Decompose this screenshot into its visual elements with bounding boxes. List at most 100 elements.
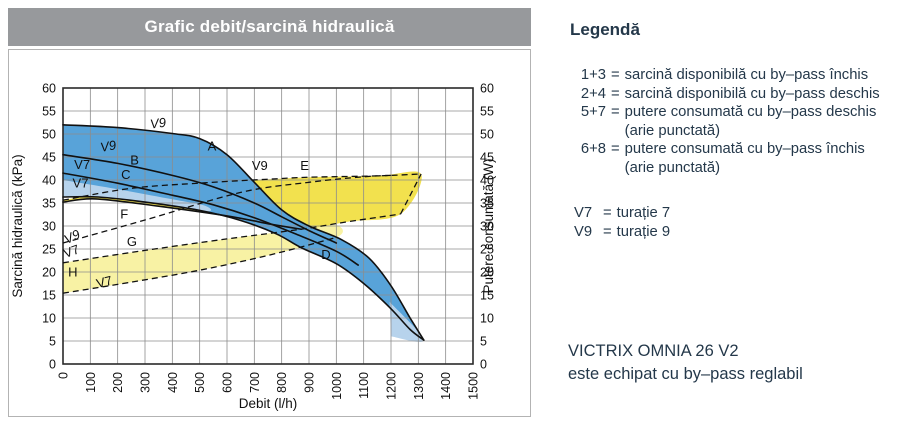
y-right-tick-15: 15 bbox=[480, 289, 494, 303]
x-tick-700: 700 bbox=[248, 372, 262, 393]
legend-item-5+7-text: putere consumată cu by–pass deschis (arie… bbox=[625, 103, 900, 140]
chart-panel: Grafic debit/sarcină hidraulică V9 A V9 V7 B… bbox=[8, 8, 531, 417]
curve-label-H: H bbox=[68, 265, 77, 280]
legend-item-6+8-key: 6+8 bbox=[580, 141, 606, 158]
curve-label-V7: V7 bbox=[61, 241, 81, 261]
legend-item-5+7-note: (arie punctată) bbox=[624, 122, 721, 139]
legend-item-6+8-eq: = bbox=[611, 141, 620, 158]
legend-item-1+3-text: sarcină disponibilă cu by–pass închis bbox=[624, 67, 869, 83]
y-right-tick-40: 40 bbox=[480, 174, 494, 188]
y-left-tick-35: 35 bbox=[42, 197, 56, 211]
curve-D-v7-bypass-deschis bbox=[62, 195, 425, 341]
x-tick-1000: 1000 bbox=[330, 372, 344, 400]
curve-label-B: B bbox=[130, 152, 139, 167]
curve-label-V7: V7 bbox=[74, 157, 90, 172]
y-right-tick-30: 30 bbox=[480, 220, 494, 234]
curve-A-v9-bypass-inchis bbox=[62, 124, 425, 341]
y-right-tick-20: 20 bbox=[480, 266, 494, 280]
curve-label-C: C bbox=[121, 167, 130, 182]
curve-label-V9: V9 bbox=[149, 115, 167, 132]
curve-label-G: G bbox=[127, 234, 137, 249]
legend-speed-V9: V9 = turație 9 bbox=[574, 223, 670, 242]
y-left-tick-0: 0 bbox=[49, 358, 56, 372]
power-curves bbox=[62, 173, 422, 294]
y-right-tick-45: 45 bbox=[480, 151, 494, 165]
curve-label-A: A bbox=[208, 139, 217, 154]
x-tick-500: 500 bbox=[193, 372, 207, 393]
curve-label-V7: V7 bbox=[95, 273, 114, 291]
legend-item-2+4-eq: = bbox=[611, 85, 620, 102]
legend-speed-V7-eq: = bbox=[603, 205, 612, 221]
power-area-top-left-edge bbox=[62, 198, 302, 230]
x-tick-1300: 1300 bbox=[412, 372, 426, 400]
legend-speed-V9-text: turație 9 bbox=[616, 223, 671, 240]
x-tick-1500: 1500 bbox=[467, 372, 481, 400]
curve-label-V9: V9 bbox=[99, 137, 117, 155]
power-area-right-edge bbox=[400, 173, 422, 215]
x-tick-1100: 1100 bbox=[357, 372, 371, 399]
legend-item-2+4-key: 2+4 bbox=[580, 85, 606, 102]
head-area-v7 bbox=[63, 180, 212, 212]
x-tick-0: 0 bbox=[57, 372, 71, 379]
y-left-tick-50: 50 bbox=[42, 128, 56, 142]
curve-label-E: E bbox=[300, 158, 309, 173]
curve-label-F: F bbox=[120, 207, 128, 222]
y-left-tick-55: 55 bbox=[42, 105, 56, 119]
power-curve-8 bbox=[62, 236, 337, 294]
legend-item-2+4: 2+4 = sarcină disponibilă cu by–pass desch… bbox=[570, 85, 900, 104]
x-tick-800: 800 bbox=[275, 372, 289, 393]
legend-speed-V7-key: V7 bbox=[574, 205, 593, 221]
plot-frame bbox=[62, 87, 474, 365]
x-tick-200: 200 bbox=[111, 372, 125, 393]
y-left-tick-20: 20 bbox=[42, 266, 56, 280]
head-area-v9 bbox=[63, 124, 424, 341]
legend-item-6+8-note: (arie punctată) bbox=[624, 159, 721, 176]
axis-titles: Sarcină hidraulică (kPa) Putere consumată… bbox=[10, 154, 496, 411]
x-tick-1200: 1200 bbox=[385, 372, 399, 400]
y-left-axis-title: Sarcină hidraulică (kPa) bbox=[10, 154, 25, 297]
y-left-tick-5: 5 bbox=[49, 335, 56, 349]
legend-speed-V7-text: turație 7 bbox=[616, 205, 671, 221]
footer-line-1: VICTRIX OMNIA 26 V2 bbox=[568, 342, 739, 360]
y-right-tick-10: 10 bbox=[480, 312, 494, 326]
power-area-pale bbox=[63, 224, 343, 294]
legend-speed-V9-key: V9 bbox=[574, 223, 593, 240]
legend-items: 1+3 = sarcină disponibilă cu by–pass închi… bbox=[570, 66, 900, 178]
legend-speed-V9-eq: = bbox=[603, 223, 612, 240]
y-left-tick-25: 25 bbox=[42, 243, 56, 257]
chart-areas bbox=[63, 124, 424, 343]
y-right-tick-5: 5 bbox=[480, 335, 487, 349]
y-left-tick-60: 60 bbox=[42, 82, 56, 96]
legend-item-2+4-text: sarcină disponibilă cu by–pass deschis bbox=[624, 85, 880, 102]
curve-C-v7-bypass-inchis bbox=[62, 172, 359, 266]
legend-footer: VICTRIX OMNIA 26 V2 este echipat cu by–pa… bbox=[568, 340, 803, 386]
curve-label-V7: V7 bbox=[73, 175, 89, 190]
legend-item-5+7-key: 5+7 bbox=[580, 104, 606, 121]
legend-item-1+3-key: 1+3 bbox=[580, 67, 606, 83]
chart-title: Grafic debit/sarcină hidraulică bbox=[8, 8, 531, 46]
chart-grid bbox=[62, 87, 474, 365]
y-right-axis-title: Putere consumată (W) bbox=[481, 158, 496, 293]
y-right-tick-60: 60 bbox=[480, 82, 494, 96]
power-curve-7-v7 bbox=[62, 213, 401, 264]
x-tick-900: 900 bbox=[303, 372, 317, 393]
footer-line-2: este echipat cu by–pass reglabil bbox=[568, 365, 803, 383]
curve-label-V9: V9 bbox=[62, 226, 83, 246]
legend-item-5+7-eq: = bbox=[611, 104, 620, 121]
x-tick-100: 100 bbox=[84, 372, 98, 393]
x-tick-400: 400 bbox=[166, 372, 180, 393]
x-tick-300: 300 bbox=[139, 372, 153, 393]
x-tick-1400: 1400 bbox=[439, 372, 453, 400]
legend-speed-V7: V7 = turație 7 bbox=[574, 204, 670, 223]
y-right-tick-25: 25 bbox=[480, 243, 494, 257]
y-left-tick-40: 40 bbox=[42, 174, 56, 188]
legend-item-1+3: 1+3 = sarcină disponibilă cu by–pass închi… bbox=[570, 66, 900, 85]
legend-panel: Legendă 1+3 = sarcină disponibilă cu by–pa… bbox=[556, 0, 901, 422]
curve-label-D: D bbox=[321, 247, 330, 262]
legend-item-1+3-eq: = bbox=[611, 67, 620, 83]
y-right-tick-50: 50 bbox=[480, 128, 494, 142]
